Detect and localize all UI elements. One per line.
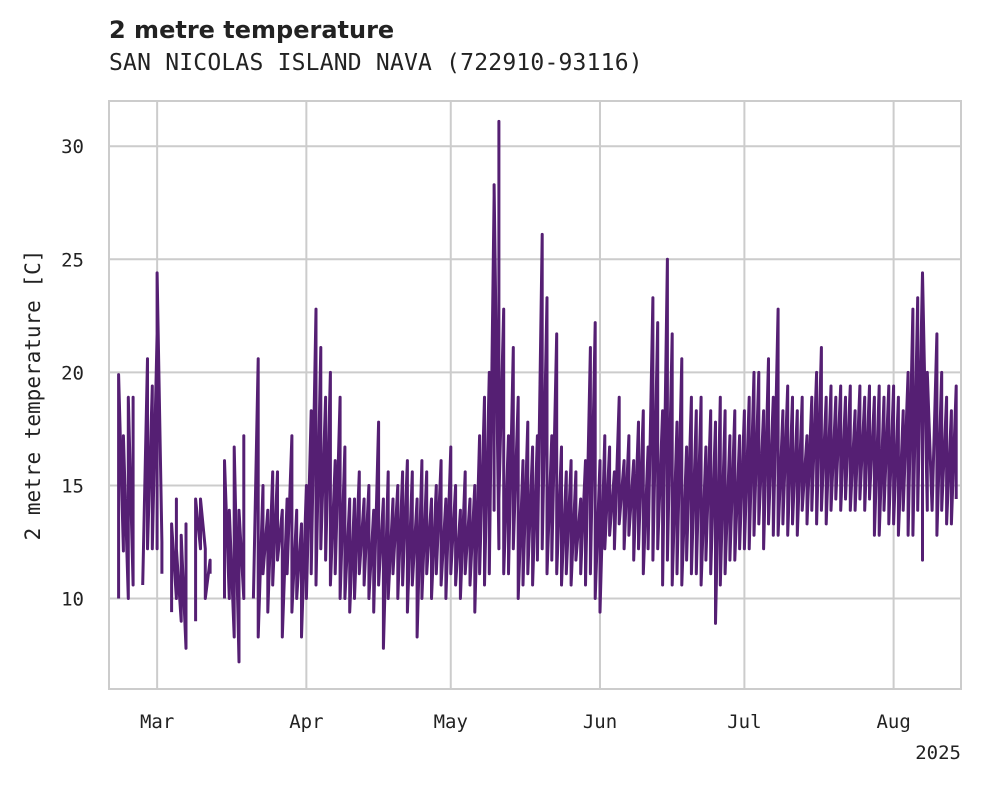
y-tick-label: 25	[61, 249, 84, 271]
x-axis-ticks: Mar Apr May Jun Jul Aug	[140, 711, 911, 733]
chart-subtitle: SAN NICOLAS ISLAND NAVA (722910-93116)	[109, 50, 643, 76]
y-tick-label: 10	[61, 589, 84, 611]
temperature-series-line	[117, 119, 958, 664]
plot-frame	[108, 100, 962, 690]
x-tick-label: May	[434, 711, 468, 733]
x-tick-label: Jul	[727, 711, 761, 733]
x-tick-label: Apr	[289, 711, 323, 733]
y-axis-label: 2 metre temperature [C]	[21, 250, 45, 541]
y-axis-ticks: 10 15 20 25 30	[61, 136, 84, 610]
x-tick-label: Jun	[583, 711, 617, 733]
x-tick-label: Mar	[140, 711, 174, 733]
x-tick-label: Aug	[876, 711, 910, 733]
x-axis-year-label: 2025	[915, 742, 961, 764]
y-tick-label: 20	[61, 362, 84, 384]
y-tick-label: 15	[61, 475, 84, 497]
y-tick-label: 30	[61, 136, 84, 158]
chart-title: 2 metre temperature	[109, 16, 395, 44]
